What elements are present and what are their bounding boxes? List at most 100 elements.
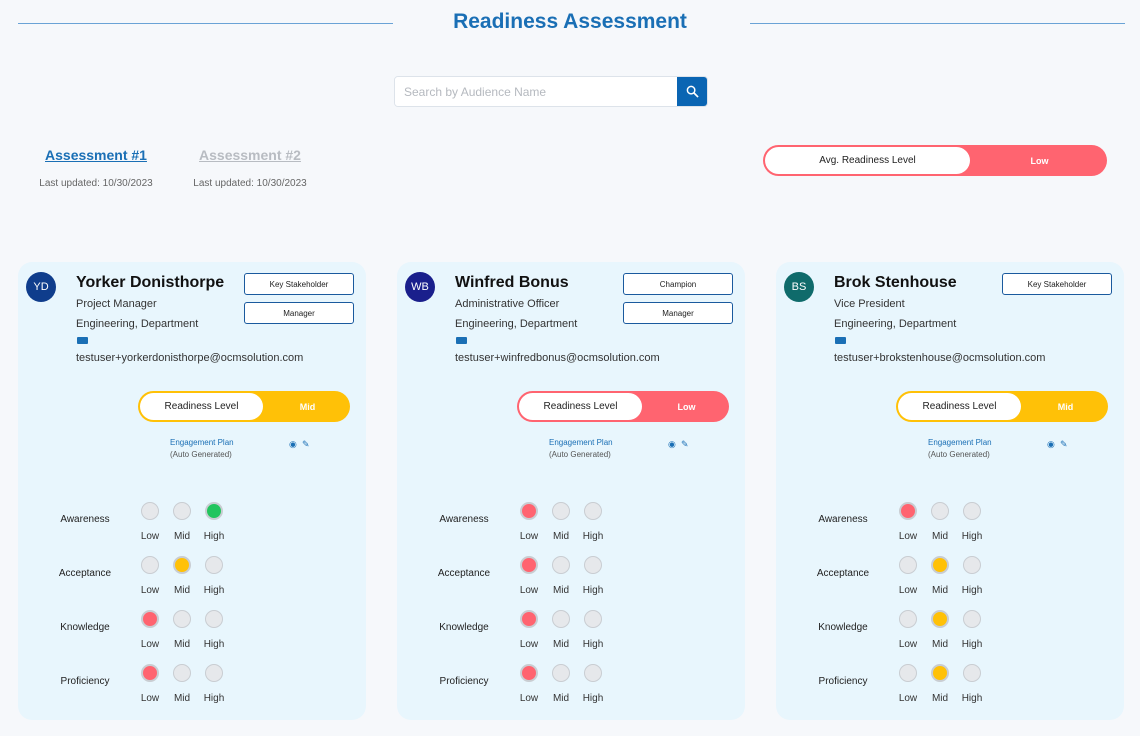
metric-low-radio[interactable] bbox=[520, 556, 538, 574]
metric-high-radio[interactable] bbox=[205, 556, 223, 574]
view-eye-icon[interactable]: ◉ bbox=[668, 439, 676, 449]
level-label: High bbox=[961, 639, 983, 650]
level-label: High bbox=[961, 531, 983, 542]
metric-mid-radio[interactable] bbox=[552, 556, 570, 574]
metric-high-radio[interactable] bbox=[963, 664, 981, 682]
search-input[interactable] bbox=[395, 77, 677, 106]
assessment-1-updated: Last updated: 10/30/2023 bbox=[39, 178, 153, 189]
metric-label: Awareness bbox=[818, 514, 868, 525]
level-label: Mid bbox=[173, 639, 191, 650]
audience-title: Vice President bbox=[834, 298, 905, 310]
audience-email[interactable]: testuser+winfredbonus@ocmsolution.com bbox=[455, 352, 660, 364]
level-label: Low bbox=[898, 531, 918, 542]
metric-high-radio[interactable] bbox=[205, 664, 223, 682]
level-label: Low bbox=[898, 585, 918, 596]
metric-mid-radio[interactable] bbox=[173, 502, 191, 520]
metric-high-radio[interactable] bbox=[205, 610, 223, 628]
engagement-plan-link[interactable]: Engagement Plan bbox=[549, 438, 613, 447]
metric-label: Knowledge bbox=[60, 622, 110, 633]
assessment-tab-2[interactable]: Assessment #2 Last updated: 10/30/2023 bbox=[184, 147, 316, 191]
edit-pencil-icon[interactable]: ✎ bbox=[302, 439, 310, 449]
mail-icon bbox=[456, 337, 467, 344]
metric-low-radio[interactable] bbox=[520, 610, 538, 628]
level-label: High bbox=[961, 585, 983, 596]
level-label: Low bbox=[140, 693, 160, 704]
engagement-plan-link[interactable]: Engagement Plan bbox=[928, 438, 992, 447]
page-title: Readiness Assessment bbox=[453, 10, 687, 33]
metric-high-radio[interactable] bbox=[584, 664, 602, 682]
metric-low-radio[interactable] bbox=[899, 556, 917, 574]
level-label: Mid bbox=[552, 585, 570, 596]
edit-pencil-icon[interactable]: ✎ bbox=[1060, 439, 1068, 449]
level-label: Mid bbox=[552, 639, 570, 650]
audience-card: YD Yorker Donisthorpe Project Manager En… bbox=[18, 262, 366, 720]
readiness-pill: Readiness Level Low bbox=[517, 391, 729, 422]
role-tag[interactable]: Key Stakeholder bbox=[244, 273, 354, 295]
metric-low-radio[interactable] bbox=[520, 502, 538, 520]
readiness-value: Mid bbox=[1057, 401, 1074, 412]
metric-mid-radio[interactable] bbox=[552, 502, 570, 520]
metric-mid-radio[interactable] bbox=[173, 556, 191, 574]
metric-high-radio[interactable] bbox=[584, 610, 602, 628]
metric-high-radio[interactable] bbox=[584, 556, 602, 574]
audience-department: Engineering, Department bbox=[834, 318, 957, 330]
metric-mid-radio[interactable] bbox=[173, 610, 191, 628]
metric-label: Proficiency bbox=[818, 676, 868, 687]
metric-label: Proficiency bbox=[60, 676, 110, 687]
metric-high-radio[interactable] bbox=[205, 502, 223, 520]
view-eye-icon[interactable]: ◉ bbox=[1047, 439, 1055, 449]
metric-mid-radio[interactable] bbox=[931, 502, 949, 520]
role-tag[interactable]: Manager bbox=[623, 302, 733, 324]
metric-high-radio[interactable] bbox=[963, 610, 981, 628]
metric-high-radio[interactable] bbox=[963, 556, 981, 574]
metric-low-radio[interactable] bbox=[141, 556, 159, 574]
role-tag[interactable]: Manager bbox=[244, 302, 354, 324]
audience-card: BS Brok Stenhouse Vice President Enginee… bbox=[776, 262, 1124, 720]
metric-low-radio[interactable] bbox=[899, 502, 917, 520]
level-label: Mid bbox=[931, 531, 949, 542]
edit-pencil-icon[interactable]: ✎ bbox=[681, 439, 689, 449]
audience-name: Winfred Bonus bbox=[455, 274, 569, 291]
metric-mid-radio[interactable] bbox=[552, 664, 570, 682]
metric-low-radio[interactable] bbox=[141, 664, 159, 682]
audience-email[interactable]: testuser+yorkerdonisthorpe@ocmsolution.c… bbox=[76, 352, 304, 364]
readiness-label: Readiness Level bbox=[898, 393, 1021, 420]
assessment-2-link[interactable]: Assessment #2 bbox=[199, 147, 301, 163]
search-button[interactable] bbox=[677, 77, 707, 106]
metric-label: Awareness bbox=[60, 514, 110, 525]
metric-low-radio[interactable] bbox=[520, 664, 538, 682]
metric-low-radio[interactable] bbox=[141, 502, 159, 520]
metric-mid-radio[interactable] bbox=[931, 556, 949, 574]
metric-mid-radio[interactable] bbox=[931, 664, 949, 682]
metric-high-radio[interactable] bbox=[584, 502, 602, 520]
readiness-pill: Readiness Level Mid bbox=[138, 391, 350, 422]
engagement-plan: Engagement Plan (Auto Generated) bbox=[549, 437, 613, 461]
engagement-plan-link[interactable]: Engagement Plan bbox=[170, 438, 234, 447]
audience-title: Administrative Officer bbox=[455, 298, 560, 310]
assessment-2-updated: Last updated: 10/30/2023 bbox=[193, 178, 307, 189]
title-rule-left bbox=[18, 23, 393, 24]
metric-mid-radio[interactable] bbox=[173, 664, 191, 682]
level-label: Mid bbox=[552, 531, 570, 542]
audience-email[interactable]: testuser+brokstenhouse@ocmsolution.com bbox=[834, 352, 1046, 364]
metric-low-radio[interactable] bbox=[899, 664, 917, 682]
level-label: Mid bbox=[931, 639, 949, 650]
assessment-tab-1[interactable]: Assessment #1 Last updated: 10/30/2023 bbox=[30, 147, 162, 191]
role-tag[interactable]: Champion bbox=[623, 273, 733, 295]
mail-icon bbox=[835, 337, 846, 344]
readiness-value: Mid bbox=[299, 401, 316, 412]
assessment-1-link[interactable]: Assessment #1 bbox=[45, 147, 147, 163]
metric-mid-radio[interactable] bbox=[552, 610, 570, 628]
audience-title: Project Manager bbox=[76, 298, 157, 310]
audience-card: WB Winfred Bonus Administrative Officer … bbox=[397, 262, 745, 720]
metric-label: Proficiency bbox=[439, 676, 489, 687]
metric-mid-radio[interactable] bbox=[931, 610, 949, 628]
metric-low-radio[interactable] bbox=[141, 610, 159, 628]
view-eye-icon[interactable]: ◉ bbox=[289, 439, 297, 449]
level-label: Mid bbox=[173, 693, 191, 704]
metric-high-radio[interactable] bbox=[963, 502, 981, 520]
metric-low-radio[interactable] bbox=[899, 610, 917, 628]
role-tag[interactable]: Key Stakeholder bbox=[1002, 273, 1112, 295]
level-label: High bbox=[203, 639, 225, 650]
avatar: WB bbox=[405, 272, 435, 302]
